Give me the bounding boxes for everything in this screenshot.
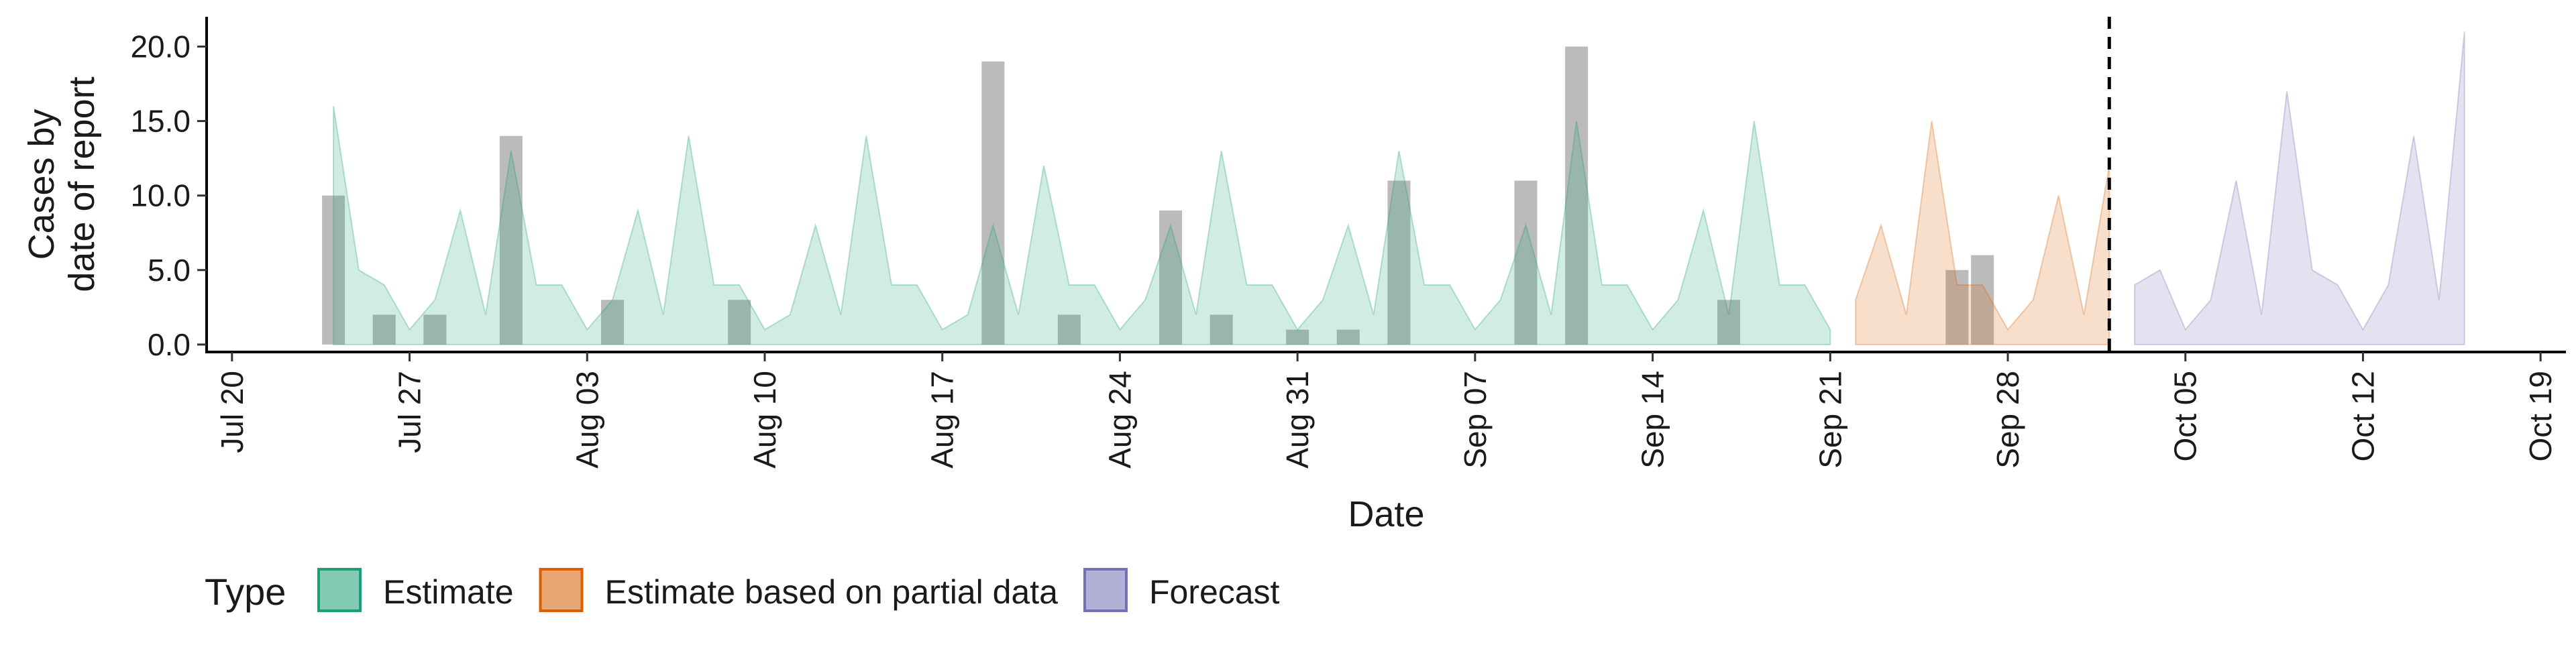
legend-label-1: Estimate based on partial data [605,573,1059,611]
reported-case-bar-13 [1514,180,1538,345]
reported-case-bar-11 [1336,329,1360,345]
y-tick-label-1: 5.0 [148,253,191,288]
reported-case-bar-0 [322,195,345,345]
x-tick-label-0: Jul 20 [215,371,250,453]
reported-case-bar-14 [1565,46,1589,345]
series-area-1 [1855,121,2110,345]
x-tick-label-1: Jul 27 [392,371,427,453]
estimate-areas [333,32,2465,345]
y-tick-label-3: 15.0 [130,104,191,139]
legend: Type Estimate Estimate based on partial da… [205,568,1280,613]
reported-case-bar-3 [499,135,523,345]
reported-case-bar-9 [1210,314,1233,345]
x-axis-title: Date [1348,494,1424,534]
reported-case-bar-5 [728,300,751,345]
reported-case-bar-12 [1387,180,1411,345]
reported-case-bar-16 [1945,270,1969,345]
reported-case-bar-15 [1717,300,1741,345]
series-area-2 [2134,32,2465,345]
reported-case-bar-7 [1057,314,1081,345]
x-tick-label-12: Oct 12 [2345,371,2380,462]
axis-titles: Date Cases bydate of report [21,76,1425,534]
legend-title: Type [205,571,286,613]
reported-case-bar-17 [1971,255,1994,345]
reported-case-bar-8 [1159,210,1183,345]
reported-case-bar-10 [1286,329,1309,345]
reported-case-bar-6 [981,61,1005,345]
legend-key-2 [1083,568,1128,612]
legend-key-1 [539,568,584,612]
reported-cases-bars [322,46,1994,345]
x-tick-label-4: Aug 17 [925,371,960,469]
legend-label-0: Estimate [383,573,514,611]
x-tick-label-13: Oct 19 [2523,371,2558,462]
x-tick-label-8: Sep 14 [1635,371,1670,469]
x-tick-label-11: Oct 05 [2168,371,2203,462]
y-tick-label-4: 20.0 [130,29,191,64]
x-tick-label-7: Sep 07 [1458,371,1493,469]
x-tick-label-9: Sep 21 [1813,371,1847,469]
x-tick-label-5: Aug 24 [1102,371,1137,469]
legend-label-2: Forecast [1149,573,1280,611]
x-tick-label-10: Sep 28 [1990,371,2025,469]
reported-case-bar-4 [601,300,625,345]
x-tick-label-6: Aug 31 [1280,371,1315,469]
y-axis-title-line-1: date of report [62,76,102,292]
reported-case-bar-1 [372,314,396,345]
series-area-0 [333,106,1831,345]
y-tick-label-2: 10.0 [130,178,191,213]
y-axis-title-line-0: Cases by [21,109,62,259]
x-tick-label-2: Aug 03 [570,371,604,469]
legend-key-0 [317,568,362,612]
axes: 0.0 5.0 10.0 15.0 20.0 Jul 20 Jul 27 Aug 03 Aug … [130,17,2566,469]
x-tick-label-3: Aug 10 [747,371,782,469]
y-tick-label-0: 0.0 [148,327,191,362]
reported-case-bar-2 [423,314,447,345]
y-axis-title: Cases bydate of report [21,76,102,292]
